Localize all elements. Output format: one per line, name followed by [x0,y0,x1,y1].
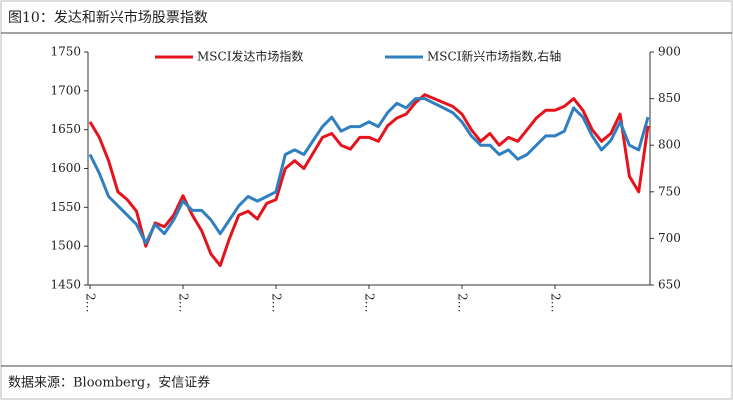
y-tick-label: 1450 [50,278,81,292]
chart-title: 图10：发达和新兴市场股票指数 [8,9,208,26]
series-line [88,97,650,245]
y2-tick-label: 650 [658,278,681,292]
y-tick-label: 1500 [50,239,81,253]
x-tick-label: 2… [549,293,563,313]
y-tick-label: 1600 [50,161,81,175]
y-tick-label: 1700 [50,83,81,97]
y2-tick-label: 800 [658,138,681,152]
x-tick-label: 2… [363,293,377,313]
x-tick-label: 2… [456,293,470,313]
legend-label: MSCI发达市场指数 [197,49,303,64]
y-tick-label: 1550 [50,200,81,214]
source: 数据来源：Bloomberg，安信证券 [8,375,210,391]
x-tick-label: 2… [177,293,191,313]
x-tick-label: 2… [270,293,284,313]
y2-tick-label: 750 [658,184,681,198]
series-line [88,93,650,268]
y-tick-label: 1650 [50,122,81,136]
y2-tick-label: 900 [658,45,681,59]
y2-tick-label: 700 [658,231,681,245]
y-tick-label: 1750 [50,45,81,59]
y2-tick-label: 850 [658,91,681,105]
legend-label: MSCI新兴市场指数,右轴 [427,49,561,64]
x-tick-label: 2… [84,293,98,313]
